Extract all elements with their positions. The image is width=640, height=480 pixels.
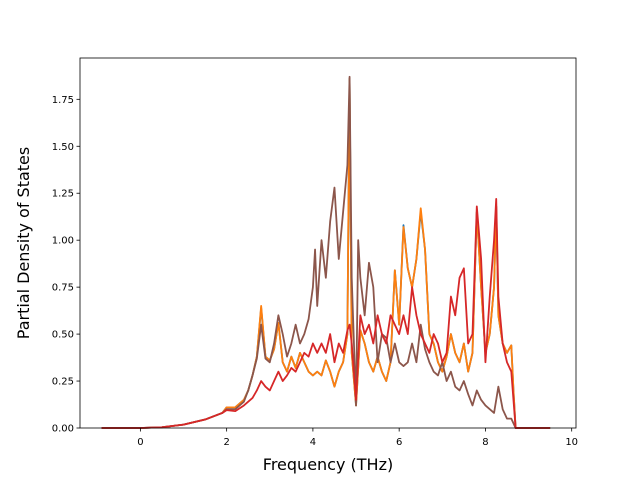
x-tick-label: 6 bbox=[396, 437, 402, 448]
x-tick-label: 8 bbox=[482, 437, 488, 448]
y-tick-label: 1.25 bbox=[52, 189, 74, 200]
y-tick-label: 1.00 bbox=[52, 236, 74, 247]
y-tick-label: 0.25 bbox=[52, 377, 74, 388]
y-axis-ticks: 0.00 0.25 0.50 0.75 1.00 1.25 1.50 1.75 bbox=[52, 95, 80, 435]
x-tick-label: 0 bbox=[137, 437, 143, 448]
y-tick-label: 0.75 bbox=[52, 283, 74, 294]
y-tick-label: 1.50 bbox=[52, 142, 74, 153]
series-line-2 bbox=[101, 75, 551, 429]
y-axis-label: Partial Density of States bbox=[14, 147, 33, 339]
y-tick-label: 0.00 bbox=[52, 424, 74, 435]
series-layer bbox=[101, 75, 551, 429]
plot-area-frame bbox=[79, 57, 577, 429]
x-tick-label: 4 bbox=[310, 437, 316, 448]
x-tick-label: 2 bbox=[223, 437, 229, 448]
x-axis-label: Frequency (THz) bbox=[263, 455, 393, 474]
y-tick-label: 0.50 bbox=[52, 330, 74, 341]
y-tick-label: 1.75 bbox=[52, 95, 74, 106]
x-axis-ticks: 0 2 4 6 8 10 bbox=[137, 428, 578, 448]
x-tick-label: 10 bbox=[565, 437, 578, 448]
series-line-3 bbox=[101, 197, 551, 429]
